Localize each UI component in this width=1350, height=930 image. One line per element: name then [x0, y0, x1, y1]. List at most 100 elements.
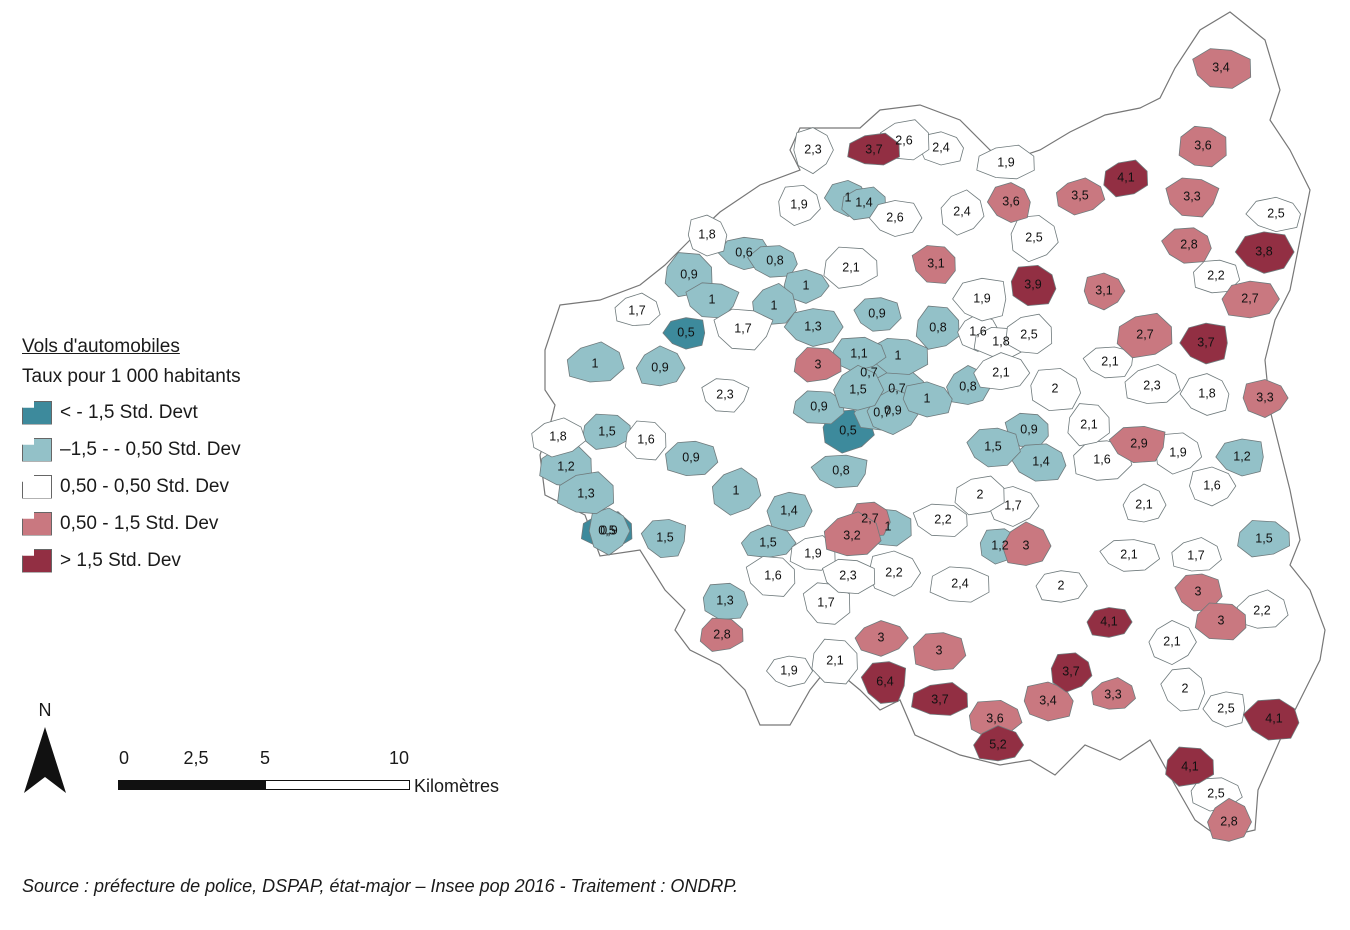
region-value-label: 2,1: [1101, 354, 1118, 368]
region-value-label: 3: [815, 357, 822, 371]
region-value-label: 3,5: [1071, 188, 1088, 202]
region-65: [1030, 368, 1082, 412]
region-value-label: 2,7: [1241, 291, 1258, 305]
region-70: [973, 352, 1031, 391]
region-29: [832, 336, 887, 372]
region-19: [588, 507, 631, 556]
region-58: [1179, 373, 1230, 416]
region-value-label: 3,2: [843, 528, 860, 542]
region-123: [911, 682, 969, 716]
region-value-label: 1,6: [1093, 452, 1110, 466]
region-84: [822, 558, 876, 595]
region-128: [1242, 698, 1300, 741]
region-value-label: 2,5: [1267, 206, 1284, 220]
region-87: [929, 566, 990, 603]
region-45: [624, 420, 667, 461]
legend-swatch: [22, 474, 52, 499]
region-value-label: 3,3: [1183, 189, 1200, 203]
region-107: [913, 632, 967, 671]
region-value-label: 5,2: [989, 737, 1006, 751]
legend-item-label: 0,50 - 1,5 Std. Dev: [60, 512, 219, 534]
region-110: [823, 511, 882, 557]
region-value-label: 2,8: [1180, 237, 1197, 251]
region-value-label: 2,4: [932, 140, 949, 154]
region-value-label: 1,9: [790, 197, 807, 211]
region-83: [1124, 363, 1181, 404]
region-value-label: 0,9: [600, 523, 617, 537]
region-value-label: 2,1: [1135, 497, 1152, 511]
region-99: [699, 617, 744, 652]
region-value-label: 0,9: [1020, 422, 1037, 436]
region-value-label: 0,7: [873, 405, 890, 419]
region-value-label: 1,4: [855, 195, 872, 209]
region-89: [1010, 215, 1059, 263]
region-value-label: 0,9: [884, 403, 901, 417]
region-value-label: 2: [977, 487, 984, 501]
region-value-label: 2,5: [1207, 786, 1224, 800]
region-value-label: 1: [709, 292, 716, 306]
region-37: [766, 491, 813, 532]
north-label: N: [38, 700, 52, 720]
region-value-label: 4,1: [1181, 759, 1198, 773]
region-value-label: 0,9: [651, 360, 668, 374]
region-labels: 0,5 0,5 0,5 0,6 0,7 0,7 0,7 0,8 0,8 0,8 0,8 0,9 0,9 0…: [549, 60, 1284, 828]
legend-item-class-2: –1,5 - - 0,50 Std. Dev: [22, 431, 241, 468]
region-120: [847, 132, 900, 166]
region-100: [1207, 797, 1252, 842]
region-value-label: 0,8: [766, 253, 783, 267]
region-90: [1005, 313, 1053, 354]
region-80: [1236, 589, 1289, 629]
region-value-label: 1: [733, 483, 740, 497]
region-value-label: 3,6: [1002, 194, 1019, 208]
scale-tick-label: 10: [388, 748, 410, 768]
region-59: [778, 184, 821, 227]
region-77: [1193, 259, 1241, 294]
scale-tick-label: 5: [259, 748, 271, 768]
region-value-label: 1,6: [637, 432, 654, 446]
region-value-label: 0,7: [888, 381, 905, 395]
region-value-label: 1,9: [804, 546, 821, 560]
region-value-label: 2,2: [934, 512, 951, 526]
region-value-label: 3: [1218, 613, 1225, 627]
region-64: [765, 655, 814, 688]
legend-item-class-1: < - 1,5 Std. Devt: [22, 394, 241, 431]
region-value-label: 2,3: [804, 142, 821, 156]
region-value-label: 0,8: [929, 320, 946, 334]
region-value-label: 0,5: [598, 523, 615, 537]
region-102: [793, 347, 842, 383]
region-25: [902, 381, 953, 418]
region-value-label: 1,5: [984, 439, 1001, 453]
region-8: [747, 245, 798, 278]
region-value-label: 3,3: [1256, 390, 1273, 404]
region-66: [954, 475, 1005, 516]
region-value-label: 1,2: [991, 538, 1008, 552]
region-88: [1245, 196, 1301, 233]
region-74: [1099, 539, 1161, 572]
region-value-label: 2,2: [1253, 603, 1270, 617]
region-111: [1165, 177, 1220, 218]
region-value-label: 1,8: [698, 227, 715, 241]
region-value-label: 1,9: [997, 155, 1014, 169]
region-value-label: 1: [592, 356, 599, 370]
region-106: [854, 620, 909, 657]
region-value-label: 1,7: [734, 321, 751, 335]
region-value-label: 1,7: [1187, 548, 1204, 562]
region-112: [1242, 379, 1289, 418]
region-value-label: 2,2: [1207, 268, 1224, 282]
region-value-label: 1,6: [1203, 478, 1220, 492]
region-value-label: 1,5: [849, 382, 866, 396]
region-105: [1194, 602, 1247, 641]
region-108: [911, 245, 956, 284]
region-value-label: 2,1: [1120, 547, 1137, 561]
region-17: [665, 440, 719, 477]
region-value-label: 1,6: [969, 324, 986, 338]
region-23: [752, 282, 797, 325]
region-value-label: 1,8: [549, 429, 566, 443]
region-value-label: 3: [1195, 584, 1202, 598]
legend-item-class-3: 0,50 - 0,50 Std. Dev: [22, 468, 241, 505]
region-53: [1171, 537, 1222, 572]
region-value-label: 0,6: [735, 245, 752, 259]
region-value-label: 2,8: [713, 627, 730, 641]
region-value-label: 3,1: [1095, 283, 1112, 297]
region-value-label: 1: [885, 519, 892, 533]
